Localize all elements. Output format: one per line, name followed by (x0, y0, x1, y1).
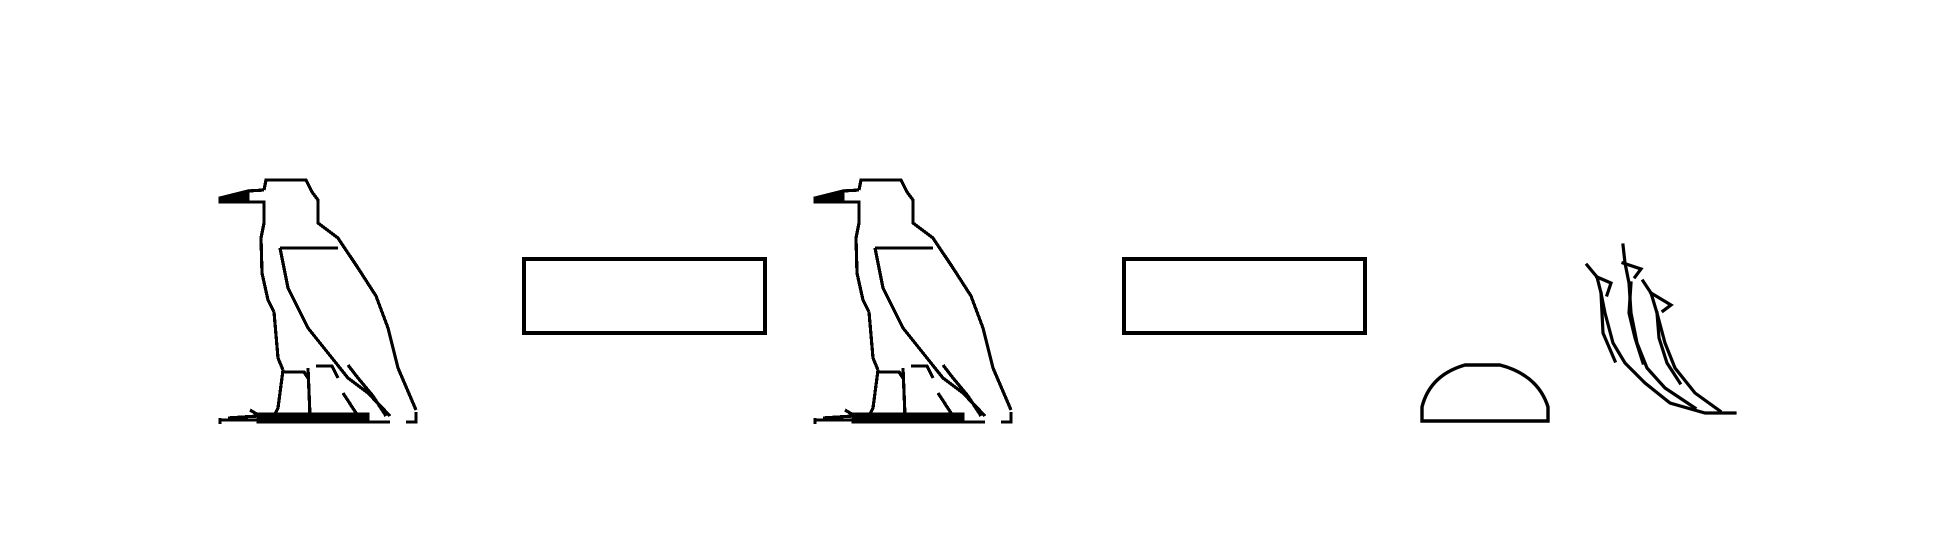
bread-loaf-hieroglyph-icon (1420, 355, 1550, 425)
egyptian-vulture-hieroglyph-icon (218, 178, 438, 424)
egyptian-vulture-hieroglyph-icon (813, 178, 1033, 424)
rectangle-mat-hieroglyph-icon (522, 257, 767, 335)
rectangle-mat-hieroglyph-icon (1122, 257, 1367, 335)
flowering-reed-hieroglyph-icon (1584, 243, 1740, 418)
